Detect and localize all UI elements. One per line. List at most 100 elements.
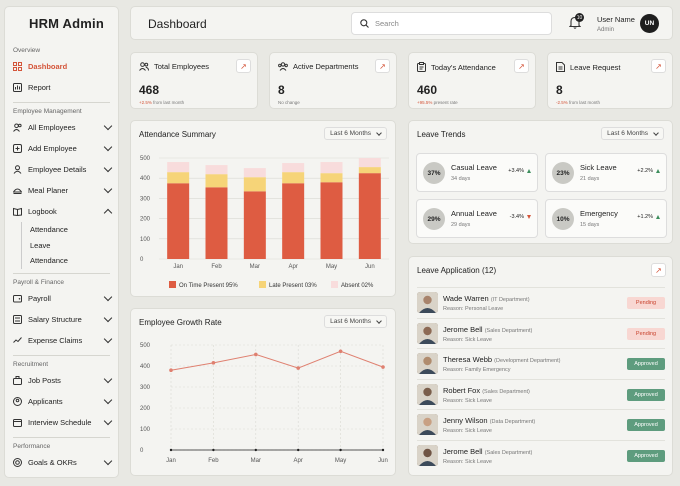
open-arrow-button[interactable]: ↗: [651, 263, 666, 277]
user-info[interactable]: User Name Admin: [597, 15, 635, 33]
section-employee: Employee Management: [13, 108, 82, 115]
sidebar-item-meal-planer[interactable]: Meal Planer: [5, 180, 118, 201]
range-dropdown[interactable]: Last 6 Months: [324, 127, 387, 140]
logbook-sub-attendance[interactable]: Attendance: [21, 222, 118, 238]
sidebar: HRM Admin Overview Dashboard Report Empl…: [4, 6, 119, 478]
notification-button[interactable]: 10: [568, 13, 584, 34]
sidebar-item-job-posts[interactable]: Job Posts: [5, 370, 118, 391]
sidebar-item-applicants[interactable]: Applicants: [5, 391, 118, 412]
sidebar-item-goals-okrs[interactable]: Goals & OKRs: [5, 452, 118, 473]
applicant-name: Theresa Webb: [443, 355, 493, 364]
users-icon: [139, 62, 149, 71]
department-icon: [278, 62, 288, 71]
user-icon: [13, 165, 22, 174]
user-name: User Name: [597, 15, 635, 24]
panel-title: Employee Growth Rate: [139, 318, 222, 327]
bar-segment: [282, 172, 305, 184]
leave-pct: 37%: [423, 162, 445, 184]
search-input[interactable]: Search: [375, 19, 399, 28]
stat-change: +95.5%: [417, 100, 433, 105]
sidebar-item-interview-schedule[interactable]: Interview Schedule: [5, 412, 118, 433]
logbook-sub-leave[interactable]: Leave: [21, 237, 118, 253]
open-arrow-button[interactable]: ↗: [514, 59, 529, 73]
x-tick-label: Feb: [211, 264, 222, 270]
range-dropdown[interactable]: Last 6 Months: [324, 315, 387, 328]
leave-change: +3.4%: [508, 168, 524, 174]
leave-trend-casual[interactable]: 37% Casual Leave 34 days +3.4%: [416, 153, 538, 192]
application-row[interactable]: Robert Fox (Sales Department) Reason: Sic…: [417, 378, 665, 409]
sidebar-item-expense-claims[interactable]: Expense Claims: [5, 330, 118, 351]
header: Dashboard Search 10 User Name Admin UN: [130, 6, 673, 40]
application-row[interactable]: Wade Warren (IT Department) Reason: Perso…: [417, 287, 665, 317]
legend-swatch: [331, 281, 338, 288]
application-row[interactable]: Jenny Wilson (Data Department) Reason: Si…: [417, 409, 665, 439]
stat-value: 460: [417, 83, 438, 97]
leave-trend-annual[interactable]: 29% Annual Leave 29 days -3.4%: [416, 199, 538, 238]
status-badge: Approved: [627, 388, 665, 401]
leave-pct: 23%: [552, 162, 574, 184]
stat-note: from last month: [569, 100, 601, 105]
legend-entry: Late Present 03%: [269, 283, 317, 289]
avatar: [417, 292, 438, 313]
application-row[interactable]: Jerome Bell (Sales Department) Reason: Si…: [417, 317, 665, 348]
y-tick-label: 500: [140, 156, 151, 162]
leave-trend-sick[interactable]: 23% Sick Leave 21 days +2.2%: [545, 153, 667, 192]
divider: [13, 354, 110, 356]
attendance-summary-panel: Attendance Summary Last 6 Months 0 100 200…: [130, 120, 396, 297]
stat-note: from last month: [153, 100, 185, 105]
data-point: [169, 368, 173, 372]
search-bar[interactable]: Search: [351, 12, 552, 35]
sidebar-item-label: Report: [28, 83, 51, 92]
chevron-down-icon: [103, 456, 113, 465]
bar-segment: [167, 162, 190, 173]
divider: [13, 272, 110, 274]
avatar: [417, 414, 438, 435]
bar-segment: [282, 183, 305, 259]
sidebar-item-employee-details[interactable]: Employee Details: [5, 159, 118, 180]
sidebar-item-label: Dashboard: [28, 62, 68, 71]
bar-segment: [205, 165, 228, 175]
sidebar-item-salary-structure[interactable]: Salary Structure: [5, 309, 118, 330]
data-point: [211, 361, 216, 365]
chevron-down-icon: [103, 416, 113, 425]
sidebar-item-add-employee[interactable]: Add Employee: [5, 138, 118, 159]
y-tick-label: 100: [140, 237, 151, 243]
section-overview: Overview: [13, 47, 41, 54]
y-tick-label: 300: [140, 196, 151, 202]
panel-title: Leave Application (12): [417, 266, 497, 275]
trend-up-icon: [656, 215, 660, 219]
status-badge: Pending: [627, 327, 665, 340]
sidebar-item-dashboard[interactable]: Dashboard: [5, 56, 118, 77]
divider: [13, 102, 110, 103]
notification-badge: 10: [575, 13, 584, 22]
x-tick-label: Jan: [166, 458, 176, 464]
bar-segment: [282, 163, 305, 173]
open-arrow-button[interactable]: ↗: [651, 59, 666, 73]
bar-segment: [358, 173, 381, 259]
sidebar-item-all-employees[interactable]: All Employees: [5, 117, 118, 138]
range-dropdown[interactable]: Last 6 Months: [601, 127, 664, 140]
stat-card-active-departments: Active Departments ↗ 8 No change: [269, 52, 397, 109]
stat-label: Leave Request: [570, 62, 621, 72]
open-arrow-button[interactable]: ↗: [236, 59, 251, 73]
application-row[interactable]: Jerome Bell (Sales Department) Reason: Si…: [417, 439, 665, 470]
target-icon: [13, 457, 22, 467]
logbook-sub-attendance-2[interactable]: Attendance: [21, 253, 118, 269]
bar-segment: [243, 191, 266, 259]
leave-trend-emergency[interactable]: 10% Emergency 15 days +1.2%: [545, 199, 667, 238]
sidebar-item-report[interactable]: Report: [5, 77, 118, 98]
sidebar-item-payroll[interactable]: Payroll: [5, 288, 118, 309]
sidebar-item-label: Expense Claims: [28, 335, 83, 345]
sidebar-item-logbook[interactable]: Logbook: [5, 201, 118, 222]
open-arrow-button[interactable]: ↗: [375, 59, 390, 73]
avatar[interactable]: UN: [640, 14, 659, 33]
sidebar-item-label: Meal Planer: [28, 186, 69, 195]
growth-line: [170, 350, 384, 371]
stat-card-todays-attendance: Today's Attendance ↗ 460 +95.5% present …: [408, 52, 536, 109]
bar-segment: [167, 172, 190, 184]
leave-name: Casual Leave: [451, 163, 497, 172]
avatar: [417, 353, 438, 374]
application-row[interactable]: Theresa Webb (Development Department) Rea…: [417, 348, 665, 378]
applicant-name: Wade Warren: [443, 294, 489, 303]
x-tick-label: Feb: [208, 458, 219, 464]
